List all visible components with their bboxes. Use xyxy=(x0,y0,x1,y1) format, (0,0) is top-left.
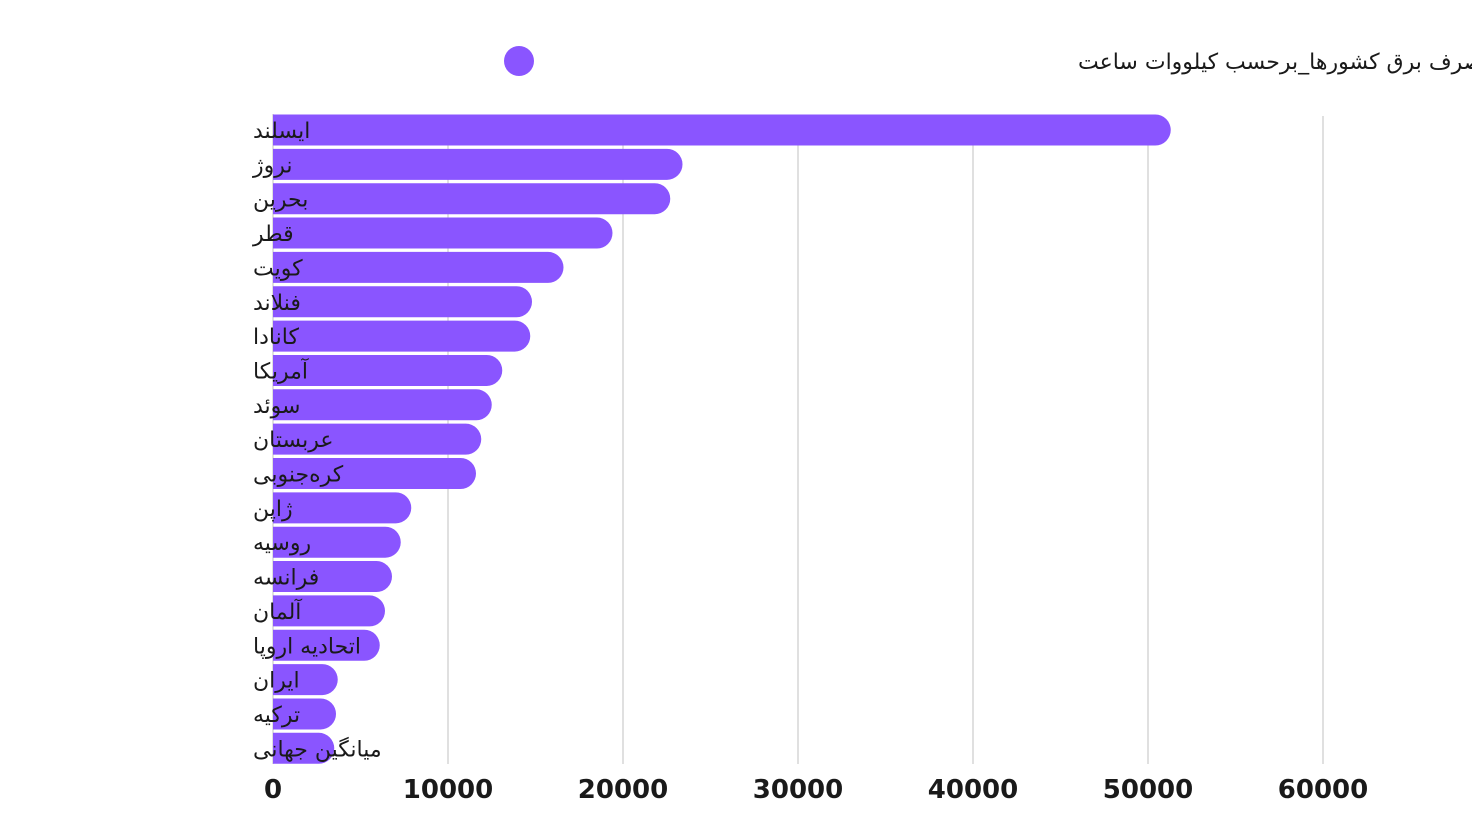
bar xyxy=(273,423,482,455)
legend: سرانه مصرف برق کشورها_برحسب کیلووات ساعت xyxy=(504,46,1472,76)
category-label: کانادا xyxy=(253,325,299,350)
legend-marker xyxy=(504,46,534,76)
bar xyxy=(273,183,671,215)
x-tick-label: 30000 xyxy=(753,775,843,805)
bar xyxy=(273,320,531,352)
x-tick-labels: 0 10000 20000 30000 40000 50000 60000 xyxy=(264,775,1368,805)
category-labels: ایسلند نروژ بحرین قطر کویت فنلاند کانادا آمریکا… xyxy=(252,119,382,762)
category-label: روسیه xyxy=(253,531,311,556)
category-label: کویت xyxy=(253,256,303,281)
category-label: سوئد xyxy=(253,394,300,419)
category-label: بحرین xyxy=(253,188,308,213)
category-label: قطر xyxy=(252,222,294,247)
bar xyxy=(273,492,412,524)
category-label: ایران xyxy=(253,669,300,694)
legend-label: سرانه مصرف برق کشورها_برحسب کیلووات ساعت xyxy=(1078,50,1472,75)
x-tick-label: 60000 xyxy=(1278,775,1368,805)
bar xyxy=(273,286,532,318)
category-label: آلمان xyxy=(253,598,302,625)
category-label: میانگین جهانی xyxy=(253,736,382,762)
bar xyxy=(273,389,492,421)
bar xyxy=(273,561,392,593)
x-tick-label: 10000 xyxy=(403,775,493,805)
bar xyxy=(273,148,683,180)
bar xyxy=(273,114,1171,146)
bar xyxy=(273,629,380,661)
category-label: فرانسه xyxy=(253,566,319,591)
category-label: ترکیه xyxy=(253,703,300,728)
category-label: ایسلند xyxy=(253,119,310,144)
x-tick-label: 20000 xyxy=(578,775,668,805)
bar xyxy=(273,251,564,283)
category-label: فنلاند xyxy=(253,291,301,316)
bar xyxy=(273,217,613,249)
bar xyxy=(273,698,336,730)
bar xyxy=(273,526,401,558)
category-label: کره‌جنوبی xyxy=(253,463,344,488)
x-tick-label: 40000 xyxy=(928,775,1018,805)
category-label: آمریکا xyxy=(253,357,309,384)
bar xyxy=(273,732,335,764)
bar xyxy=(273,354,503,386)
category-label: عربستان xyxy=(253,428,334,453)
bar xyxy=(273,595,385,627)
bar xyxy=(273,664,338,696)
category-label: ژاپن xyxy=(253,497,293,522)
x-tick-label: 0 xyxy=(264,775,282,805)
category-label: اتحادیه اروپا xyxy=(253,634,361,659)
bar xyxy=(273,458,476,489)
category-label: نروژ xyxy=(252,153,293,178)
x-tick-label: 50000 xyxy=(1103,775,1193,805)
bars xyxy=(273,114,1171,764)
